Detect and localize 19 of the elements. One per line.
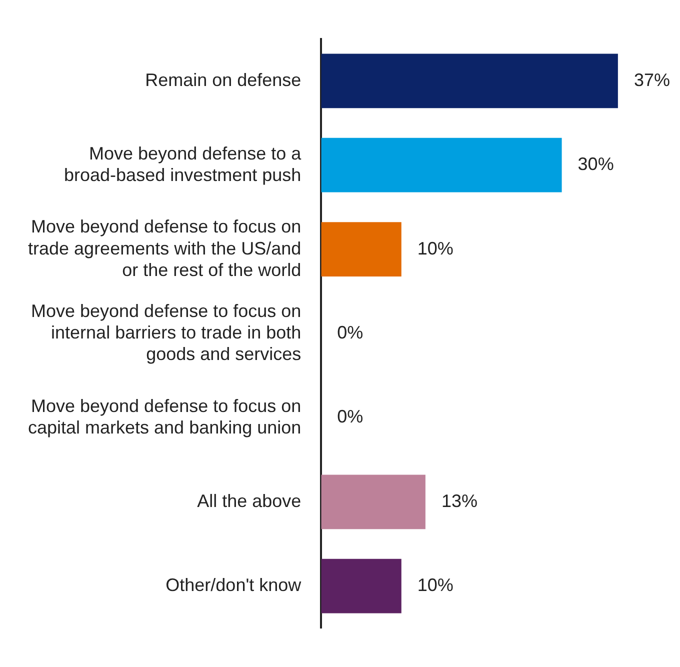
y-tick-label: Move beyond defense to focus on internal barriers to trade in both goods and services: [30, 300, 302, 364]
data-label: 30%: [578, 154, 614, 174]
y-tick-label: Remain on defense: [145, 70, 302, 90]
data-label: 0%: [337, 322, 364, 342]
y-tick-label: Move beyond defense to a broad-based investment push: [64, 143, 302, 185]
y-tick-label: Move beyond defense to focus on trade agreements with the US/and or the rest of the world: [28, 216, 302, 280]
bar: [321, 558, 402, 614]
y-tick-label: Move beyond defense to focus on capital markets and banking union: [28, 396, 302, 438]
data-label: 10%: [417, 575, 454, 596]
bar: [321, 474, 426, 530]
bar: [321, 138, 562, 192]
bar: [321, 222, 402, 276]
bar: [321, 54, 618, 108]
data-label: 10%: [417, 238, 454, 258]
y-tick-label: All the above: [197, 490, 302, 511]
data-label: 37%: [634, 70, 670, 90]
data-label: 13%: [441, 490, 478, 511]
data-label: 0%: [337, 406, 364, 427]
y-tick-label: Other/don't know: [166, 575, 302, 596]
